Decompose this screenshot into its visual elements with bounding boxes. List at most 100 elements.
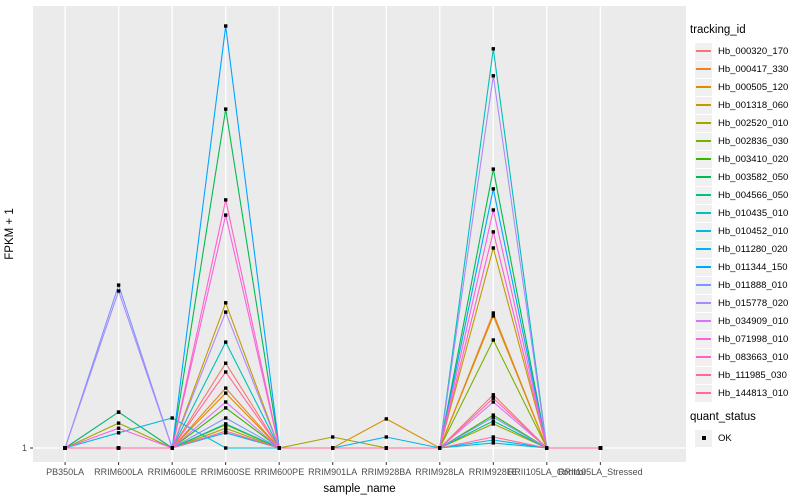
legend-key-swatch (695, 78, 712, 96)
data-point (170, 416, 174, 420)
legend-line-icon (696, 392, 711, 394)
legend-item-label: Hb_001318_060 (718, 99, 789, 111)
legend-item-label: Hb_003410_020 (718, 153, 789, 165)
legend-item-label: Hb_000320_170 (718, 45, 789, 57)
legend-item: Hb_010435_010 (688, 204, 800, 222)
legend-item: Hb_083663_010 (688, 348, 800, 366)
legend-title-quant-status: quant_status (690, 411, 756, 423)
data-point (224, 400, 228, 404)
data-point (384, 417, 388, 421)
legend-key-swatch (695, 168, 712, 186)
data-point (224, 24, 228, 28)
legend-line-icon (696, 140, 711, 142)
legend-item-label: Hb_111985_030 (718, 369, 787, 381)
data-point (491, 415, 495, 419)
data-point (491, 438, 495, 442)
legend: tracking_id Hb_000320_170 Hb_000417_330 Hb… (688, 24, 800, 447)
x-axis-title: sample_name (323, 483, 395, 495)
legend-item: Hb_071998_010 (688, 330, 800, 348)
data-point (116, 431, 121, 435)
axes: PB350LA RRIM600LA RRIM600LE RRIM600SE RRIM60… (4, 208, 643, 495)
legend-item: Hb_003582_050 (688, 168, 800, 186)
legend-item: Hb_015778_020 (688, 294, 800, 312)
legend-item-label: Hb_071998_010 (718, 333, 789, 345)
legend-key-swatch (695, 60, 712, 78)
data-point (491, 311, 495, 315)
legend-item-label: Hb_011280_020 (718, 243, 788, 255)
data-point (598, 446, 603, 450)
data-point (491, 413, 495, 417)
data-point (331, 446, 335, 450)
legend-item: Hb_004566_050 (688, 186, 800, 204)
legend-item-label: Hb_002836_030 (718, 135, 789, 147)
legend-line-icon (696, 68, 711, 70)
x-tick-label: RRIM600PE (254, 467, 304, 477)
data-point (491, 422, 495, 426)
data-point (491, 167, 495, 171)
legend-item: Hb_011888_010 (688, 276, 800, 294)
data-point (277, 446, 281, 450)
data-point (491, 338, 495, 342)
legend-line-icon (696, 374, 711, 376)
legend-item-label: Hb_011888_010 (718, 279, 788, 291)
data-point (491, 246, 495, 250)
data-point (491, 400, 495, 404)
data-point (224, 429, 228, 433)
data-point (491, 441, 495, 445)
legend-item: Hb_034909_010 (688, 312, 800, 330)
legend-line-icon (696, 212, 711, 214)
legend-item-label: Hb_083663_010 (718, 351, 789, 363)
legend-item-label: Hb_004566_050 (718, 189, 789, 201)
legend-key-swatch (695, 276, 712, 294)
legend-item: Hb_000417_330 (688, 60, 800, 78)
legend-line-icon (696, 338, 711, 340)
legend-key-swatch (695, 42, 712, 60)
data-point (224, 198, 228, 202)
legend-item-label: Hb_000505_120 (718, 81, 789, 93)
legend-item: Hb_001318_060 (688, 96, 800, 114)
x-tick-label: RRIM928LE (469, 467, 518, 477)
legend-item: Hb_144813_010 (688, 384, 800, 402)
legend-point-icon (701, 436, 706, 441)
y-axis-title: FPKM + 1 (4, 208, 16, 259)
x-tick-label: RRIM901LA (308, 467, 357, 477)
legend-item: Hb_000505_120 (688, 78, 800, 96)
legend-key-swatch (695, 186, 712, 204)
legend-key-swatch (695, 240, 712, 258)
legend-item: Hb_010452_010 (688, 222, 800, 240)
legend-key-swatch (695, 429, 712, 447)
legend-item-label: Hb_002520_010 (718, 117, 789, 129)
data-point (491, 47, 495, 51)
data-point (116, 283, 121, 287)
legend-key-swatch (695, 384, 712, 402)
data-point (491, 314, 495, 318)
data-point (116, 410, 121, 414)
data-point (224, 416, 228, 420)
data-point (116, 421, 121, 425)
data-point (116, 446, 121, 450)
data-point (491, 208, 495, 212)
legend-line-icon (696, 50, 711, 52)
plot-panel (33, 6, 686, 462)
legend-item: Hb_000320_170 (688, 42, 800, 60)
legend-item-label: Hb_000417_330 (718, 63, 789, 75)
legend-line-icon (696, 266, 711, 268)
legend-line-icon (696, 158, 711, 160)
data-point (224, 426, 228, 430)
x-tick-label: RRIM928LA (415, 467, 464, 477)
legend-item: Hb_011280_020 (688, 240, 800, 258)
data-point (491, 230, 495, 234)
data-point (224, 406, 228, 410)
legend-key-swatch (695, 150, 712, 168)
legend-key-swatch (695, 294, 712, 312)
legend-item-label: Hb_010452_010 (718, 225, 789, 237)
y-tick-label: 1 (22, 443, 27, 453)
data-point (63, 446, 67, 450)
legend-line-icon (696, 122, 711, 124)
data-point (491, 187, 495, 191)
legend-item-label: Hb_011344_150 (718, 261, 788, 273)
data-point (491, 419, 495, 423)
legend-item-label: Hb_003582_050 (718, 171, 789, 183)
